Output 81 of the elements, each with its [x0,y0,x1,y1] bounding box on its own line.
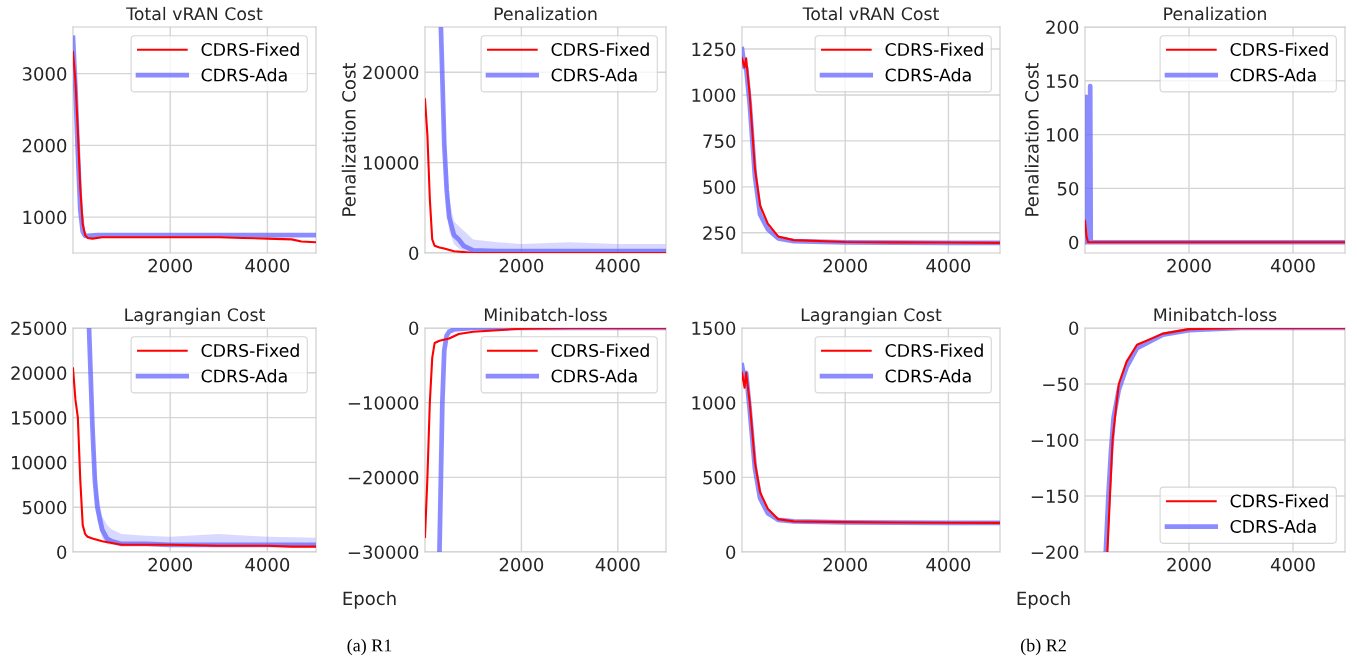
y-tick-label: 1000 [23,210,67,225]
y-tick-label: 3000 [22,67,67,81]
x-tick-label: 2000 [148,258,192,273]
y-tick-label: 15000 [11,411,67,425]
legend-label: CDRS-Ada [551,369,637,383]
legend-label: CDRS-Fixed [551,42,649,57]
y-tick-label: 0 [1069,235,1079,250]
y-tick-label: 1250 [692,42,736,57]
y-tick-label: 500 [703,180,736,194]
chart-title: Total vRAN Cost [126,6,263,21]
y-tick-label: −30000 [348,545,419,560]
x-tick-label: 2000 [823,557,867,572]
x-tick-label: 2000 [1167,557,1211,572]
y-tick-label: 1500 [692,321,736,336]
y-tick-label: −100 [1031,433,1079,448]
x-tick-label: 4000 [595,258,640,273]
y-tick-label: 2000 [22,138,67,153]
x-axis-title: Epoch [1017,591,1070,609]
y-tick-label: 1000 [692,396,736,410]
legend-label: CDRS-Fixed [551,343,649,358]
y-tick-label: 150 [1046,74,1079,88]
legend-label: CDRS-Ada [551,68,637,82]
y-tick-label: 20000 [363,65,419,80]
y-tick-label: −10000 [348,396,419,410]
y-tick-label: 0 [726,545,736,560]
legend-label: CDRS-Fixed [201,42,299,57]
chart-title: Lagrangian Cost [125,307,265,325]
y-tick-label: 5000 [22,500,67,515]
legend-label: CDRS-Ada [885,369,971,383]
legend-label: CDRS-Ada [1230,68,1316,82]
y-tick-label: −50 [1043,377,1079,392]
y-tick-label: 250 [703,226,736,240]
legend-label: CDRS-Ada [201,369,287,383]
y-axis-title: Penalization Cost [341,62,356,216]
y-tick-label: 0 [57,545,67,560]
chart-title: Lagrangian Cost [801,307,942,325]
x-tick-label: 4000 [926,557,971,572]
legend-label: CDRS-Ada [885,68,971,82]
y-tick-label: 750 [703,134,736,149]
legend-label: CDRS-Ada [1230,519,1316,534]
x-tick-label: 4000 [1270,258,1315,273]
text: (a) R1 [347,638,392,656]
x-tick-label: 4000 [245,258,290,273]
x-tick-label: 2000 [499,258,544,273]
legend-label: CDRS-Fixed [201,343,299,358]
y-tick-label: 0 [409,321,419,336]
legend-label: CDRS-Fixed [1230,494,1328,508]
x-tick-label: 2000 [499,557,544,572]
x-tick-label: 4000 [926,258,971,273]
x-tick-label: 4000 [245,557,290,572]
y-tick-label: 0 [409,246,419,261]
y-tick-label: 200 [1046,20,1079,35]
x-tick-label: 2000 [148,557,192,572]
y-tick-label: 1000 [692,88,736,103]
legend-label: CDRS-Fixed [885,42,983,57]
chart-title: Penalization [1164,6,1266,21]
y-tick-label: 25000 [11,321,67,336]
x-tick-label: 4000 [1270,557,1315,572]
y-tick-label: 20000 [11,366,67,380]
y-axis-title: Penalization Cost [1024,62,1039,216]
y-tick-label: 10000 [363,156,419,170]
x-axis-title: Epoch [343,591,396,609]
y-tick-label: 500 [703,470,736,485]
chart-title: Minibatch-loss [484,307,607,322]
y-tick-label: 100 [1046,128,1079,142]
y-tick-label: −150 [1031,489,1079,504]
x-tick-label: 2000 [1167,258,1211,273]
text: (b) R2 [1020,638,1066,656]
y-tick-label: 10000 [11,455,67,470]
chart-title: Total vRAN Cost [802,6,939,21]
y-tick-label: −200 [1031,545,1079,560]
x-tick-label: 2000 [823,258,867,273]
y-tick-label: 0 [1069,321,1079,336]
x-tick-label: 4000 [595,557,640,572]
chart-title: Penalization [494,6,597,21]
legend-label: CDRS-Ada [201,68,287,82]
legend-label: CDRS-Fixed [1230,42,1328,57]
y-tick-label: −20000 [348,470,419,485]
chart-title: Minibatch-loss [1154,307,1277,322]
y-tick-label: 50 [1057,181,1079,196]
legend-label: CDRS-Fixed [885,343,983,358]
